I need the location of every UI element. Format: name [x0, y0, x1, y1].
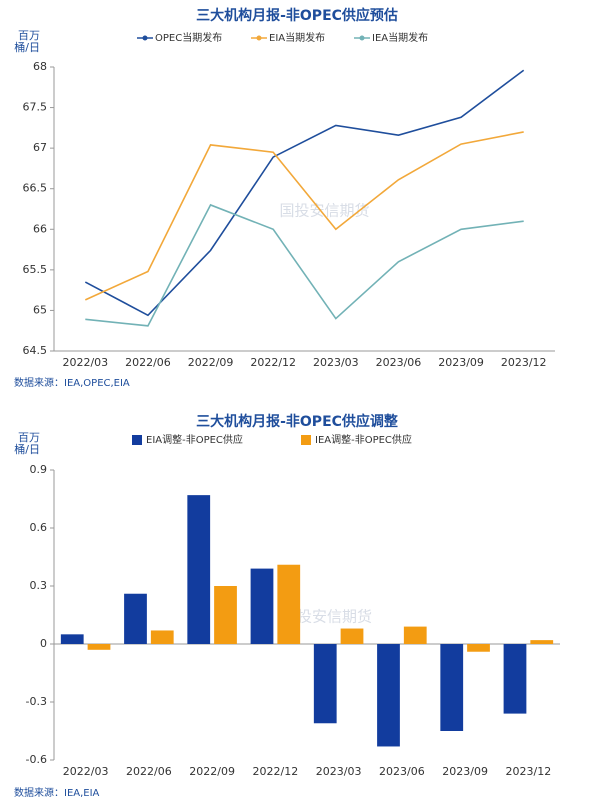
x-tick-label: 2022/12 [250, 356, 296, 369]
legend-label: OPEC当期发布 [155, 31, 222, 44]
source-note: 数据来源：IEA,EIA [14, 786, 100, 799]
x-tick-label: 2022/03 [62, 356, 108, 369]
x-tick-label: 2023/09 [442, 765, 488, 778]
y-tick-label: 67 [33, 141, 47, 154]
bar [340, 628, 364, 644]
x-tick-label: 2022/09 [189, 765, 235, 778]
legend-label: IEA调整-非OPEC供应 [315, 433, 412, 446]
y-tick-label: 66.5 [23, 182, 48, 195]
bar [250, 568, 274, 644]
y-axis-label: 百万桶/日 [14, 29, 40, 54]
bar [277, 564, 301, 644]
y-tick-label: 64.5 [23, 344, 48, 357]
x-tick-label: 2022/03 [63, 765, 109, 778]
bar [467, 644, 490, 652]
data-line [84, 131, 524, 301]
data-line [84, 69, 525, 317]
legend-label: EIA当期发布 [269, 31, 325, 44]
legend-swatch [301, 435, 311, 445]
bar [150, 630, 174, 644]
x-tick-label: 2023/12 [506, 765, 552, 778]
y-tick-label: 67.5 [23, 101, 48, 114]
y-tick-label: 65.5 [23, 263, 48, 276]
bar [87, 644, 111, 650]
x-tick-label: 2023/12 [501, 356, 547, 369]
x-tick-label: 2023/03 [313, 356, 359, 369]
bar [60, 634, 84, 644]
bar [187, 495, 211, 644]
x-tick-label: 2023/03 [316, 765, 362, 778]
bar [377, 644, 400, 747]
y-tick-label: 0 [40, 637, 47, 650]
bar [530, 640, 554, 644]
chart: 国投安信期货 三大机构月报-非OPEC供应预估 64.5 65 65.5 66 66.5 67… [14, 7, 555, 389]
y-tick-label: -0.6 [26, 753, 47, 766]
x-tick-label: 2022/12 [253, 765, 299, 778]
source-note: 数据来源：IEA,OPEC,EIA [14, 376, 130, 389]
x-tick-label: 2023/06 [379, 765, 425, 778]
legend-label: IEA当期发布 [372, 31, 428, 44]
legend-label: EIA调整-非OPEC供应 [146, 433, 243, 446]
bar [440, 644, 464, 731]
chart-title: 三大机构月报-非OPEC供应预估 [196, 7, 398, 24]
bar [214, 586, 237, 644]
y-tick-label: 68 [33, 60, 47, 73]
x-tick-label: 2023/06 [376, 356, 422, 369]
y-tick-label: 65 [33, 303, 47, 316]
bar [124, 593, 147, 644]
chart: 国投安信期货 三大机构月报-非OPEC供应调整 -0.6 -0.3 0 0.3 0.6 0.9… [14, 413, 560, 799]
x-tick-label: 2023/09 [438, 356, 484, 369]
y-tick-label: 0.9 [30, 463, 48, 476]
data-line [85, 203, 524, 327]
bar [403, 626, 427, 644]
bar [503, 644, 527, 714]
legend-marker [142, 35, 148, 41]
y-tick-label: 0.6 [30, 521, 48, 534]
legend-marker [359, 35, 365, 41]
y-axis-label: 百万桶/日 [14, 431, 40, 456]
x-tick-label: 2022/06 [126, 765, 172, 778]
x-tick-label: 2022/06 [125, 356, 171, 369]
watermark: 国投安信期货 [282, 608, 372, 626]
y-tick-label: 66 [33, 222, 47, 235]
legend-swatch [132, 435, 142, 445]
y-tick-label: 0.3 [30, 579, 48, 592]
y-tick-label: -0.3 [26, 695, 47, 708]
chart-title: 三大机构月报-非OPEC供应调整 [196, 413, 399, 430]
legend-marker [256, 35, 262, 41]
x-tick-label: 2022/09 [188, 356, 234, 369]
watermark: 国投安信期货 [279, 202, 369, 220]
bar [313, 644, 337, 724]
